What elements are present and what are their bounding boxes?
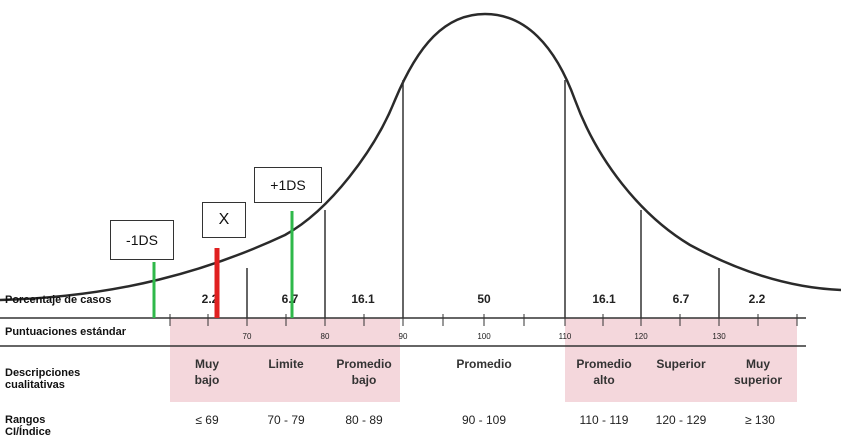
score-90: 90 — [399, 332, 408, 341]
band-lower — [170, 318, 400, 402]
range-6: 120 - 129 — [656, 413, 707, 427]
range-4: 90 - 109 — [462, 413, 506, 427]
range-7: ≥ 130 — [745, 413, 775, 427]
desc-2: Limite — [268, 357, 304, 371]
range-1: ≤ 69 — [195, 413, 219, 427]
pct-7: 2.2 — [749, 292, 766, 306]
desc-6: Superior — [656, 357, 706, 371]
pct-1: 2.2 — [202, 292, 219, 306]
score-70: 70 — [243, 332, 252, 341]
label-percentage: Porcentaje de casos — [5, 294, 111, 306]
score-80: 80 — [321, 332, 330, 341]
desc-4: Promedio — [456, 357, 511, 371]
desc-7: Muy superior — [734, 357, 782, 387]
pct-5: 16.1 — [592, 292, 616, 306]
marker-plus-1ds-label: +1DS — [254, 167, 322, 203]
pct-4: 50 — [477, 292, 491, 306]
label-ranges: Rangos CI/Índice — [5, 414, 51, 438]
desc-5: Promedio alto — [576, 357, 631, 387]
range-3: 80 - 89 — [345, 413, 383, 427]
pct-2: 6.7 — [282, 292, 299, 306]
marker-x-label: X — [202, 202, 246, 238]
range-2: 70 - 79 — [267, 413, 305, 427]
desc-1: Muy bajo — [195, 357, 220, 387]
band-upper — [565, 318, 797, 402]
score-120: 120 — [634, 332, 648, 341]
label-standard-scores: Puntuaciones estándar — [5, 326, 127, 338]
pct-6: 6.7 — [673, 292, 690, 306]
score-130: 130 — [712, 332, 726, 341]
bell-curve — [0, 12, 841, 302]
range-5: 110 - 119 — [580, 413, 629, 427]
pct-3: 16.1 — [351, 292, 375, 306]
score-100: 100 — [477, 332, 491, 341]
desc-3: Promedio bajo — [336, 357, 391, 387]
label-descriptions: Descripciones cualitativas — [5, 367, 80, 391]
marker-minus-1ds-label: -1DS — [110, 220, 174, 260]
score-110: 110 — [559, 332, 572, 341]
minor-ticks — [169, 314, 798, 326]
